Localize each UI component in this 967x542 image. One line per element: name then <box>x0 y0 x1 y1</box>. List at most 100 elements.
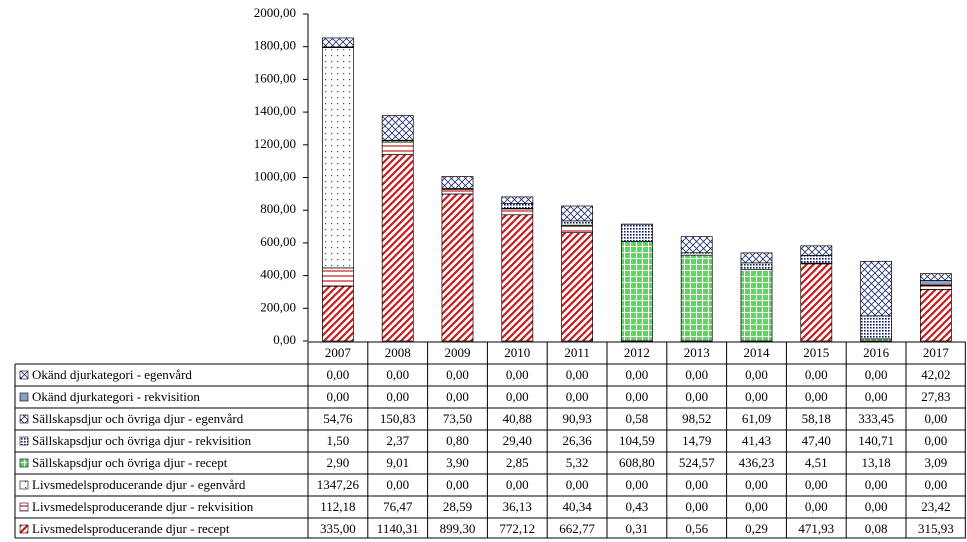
table-value: 0,00 <box>566 477 589 492</box>
table-value: 0,56 <box>685 521 708 536</box>
legend-swatch <box>19 414 29 424</box>
x-tick-label: 2009 <box>445 345 471 360</box>
table-value: 0,00 <box>685 499 708 514</box>
table-value: 2,37 <box>386 433 409 448</box>
table-value: 42,02 <box>921 367 950 382</box>
bar-segment <box>501 208 534 216</box>
bar-segment <box>621 240 653 342</box>
y-tick-label: 1000,00 <box>254 168 296 183</box>
legend-swatch <box>19 370 29 380</box>
table-value: 0,00 <box>446 367 469 382</box>
table-value: 3,90 <box>446 455 469 470</box>
table-value: 1,50 <box>327 433 350 448</box>
table-value: 0,00 <box>925 433 948 448</box>
bar-segment <box>322 285 354 342</box>
table-value: 1140,31 <box>377 521 419 536</box>
table-value: 0,31 <box>626 521 649 536</box>
bar-segment <box>501 196 534 204</box>
bar-segment <box>680 236 713 254</box>
table-value: 0,00 <box>386 477 409 492</box>
y-tick-label: 1400,00 <box>254 103 296 118</box>
y-tick-label: 800,00 <box>260 201 296 216</box>
table-value: 0,00 <box>626 477 649 492</box>
table-value: 36,13 <box>503 499 532 514</box>
table-value: 40,34 <box>562 499 592 514</box>
table-value: 3,09 <box>925 455 948 470</box>
table-value: 0,00 <box>626 367 649 382</box>
table-value: 0,00 <box>327 389 350 404</box>
bar-segment <box>322 267 354 287</box>
table-value: 5,32 <box>566 455 589 470</box>
table-value: 0,00 <box>327 367 350 382</box>
table-value: 23,42 <box>921 499 950 514</box>
table-value: 0,00 <box>566 389 589 404</box>
table-value: 0,00 <box>506 477 529 492</box>
legend-swatch <box>19 392 29 402</box>
legend-label: Okänd djurkategori - egenvård <box>32 367 192 382</box>
x-tick-label: 2013 <box>684 345 710 360</box>
legend-swatch <box>19 524 29 534</box>
bar-segment <box>680 254 713 342</box>
table-value: 0,00 <box>685 367 708 382</box>
table-value: 29,40 <box>503 433 532 448</box>
table-value: 0,00 <box>506 367 529 382</box>
legend-label: Sällskapsdjur och övriga djur - rekvisit… <box>32 433 252 448</box>
bar-segment <box>561 232 593 342</box>
bar-segment <box>381 141 414 155</box>
y-tick-label: 0,00 <box>273 332 296 347</box>
table-value: 13,18 <box>861 455 890 470</box>
table-value: 335,00 <box>320 521 356 536</box>
table-value: 0,00 <box>805 477 828 492</box>
bar-segment <box>800 255 833 264</box>
table-value: 26,36 <box>562 433 592 448</box>
bar-segment <box>441 176 474 189</box>
table-value: 0,58 <box>626 411 649 426</box>
legend-swatch <box>19 436 29 446</box>
table-value: 0,00 <box>745 499 768 514</box>
x-tick-label: 2017 <box>923 345 950 360</box>
table-value: 899,30 <box>440 521 476 536</box>
bar-segment <box>561 205 593 222</box>
x-tick-label: 2015 <box>803 345 829 360</box>
table-value: 0,00 <box>685 389 708 404</box>
y-tick-label: 200,00 <box>260 299 296 314</box>
x-tick-label: 2014 <box>744 345 771 360</box>
table-value: 0,00 <box>865 389 888 404</box>
table-value: 0,00 <box>386 367 409 382</box>
table-value: 608,80 <box>619 455 655 470</box>
table-value: 0,80 <box>446 433 469 448</box>
table-value: 41,43 <box>742 433 771 448</box>
table-value: 0,00 <box>925 477 948 492</box>
bar-segment <box>740 252 773 264</box>
table-value: 0,00 <box>745 367 768 382</box>
table-value: 14,79 <box>682 433 711 448</box>
legend-swatch <box>19 480 29 490</box>
table-value: 0,00 <box>805 499 828 514</box>
table-value: 0,00 <box>446 389 469 404</box>
bar-segment <box>561 225 593 233</box>
table-value: 112,18 <box>320 499 355 514</box>
bar-segment <box>441 193 474 342</box>
bar-segment <box>800 245 833 256</box>
table-value: 0,00 <box>805 389 828 404</box>
bar-segment <box>501 214 534 342</box>
table-value: 0,43 <box>626 499 649 514</box>
table-value: 40,88 <box>503 411 532 426</box>
table-value: 1347,26 <box>317 477 360 492</box>
bar-segment <box>860 260 892 317</box>
table-value: 0,00 <box>925 411 948 426</box>
table-value: 140,71 <box>858 433 894 448</box>
table-value: 0,00 <box>386 389 409 404</box>
table-value: 27,83 <box>921 389 950 404</box>
y-tick-label: 2000,00 <box>254 5 296 20</box>
legend-label: Livsmedelsproducerande djur - recept <box>32 521 230 536</box>
bar-segment <box>920 288 952 342</box>
table-value: 61,09 <box>742 411 771 426</box>
bar-segment <box>441 188 474 195</box>
table-value: 0,29 <box>745 521 768 536</box>
bar-segment <box>860 315 892 340</box>
table-value: 98,52 <box>682 411 711 426</box>
bar-segment <box>322 37 354 48</box>
x-tick-label: 2016 <box>863 345 890 360</box>
